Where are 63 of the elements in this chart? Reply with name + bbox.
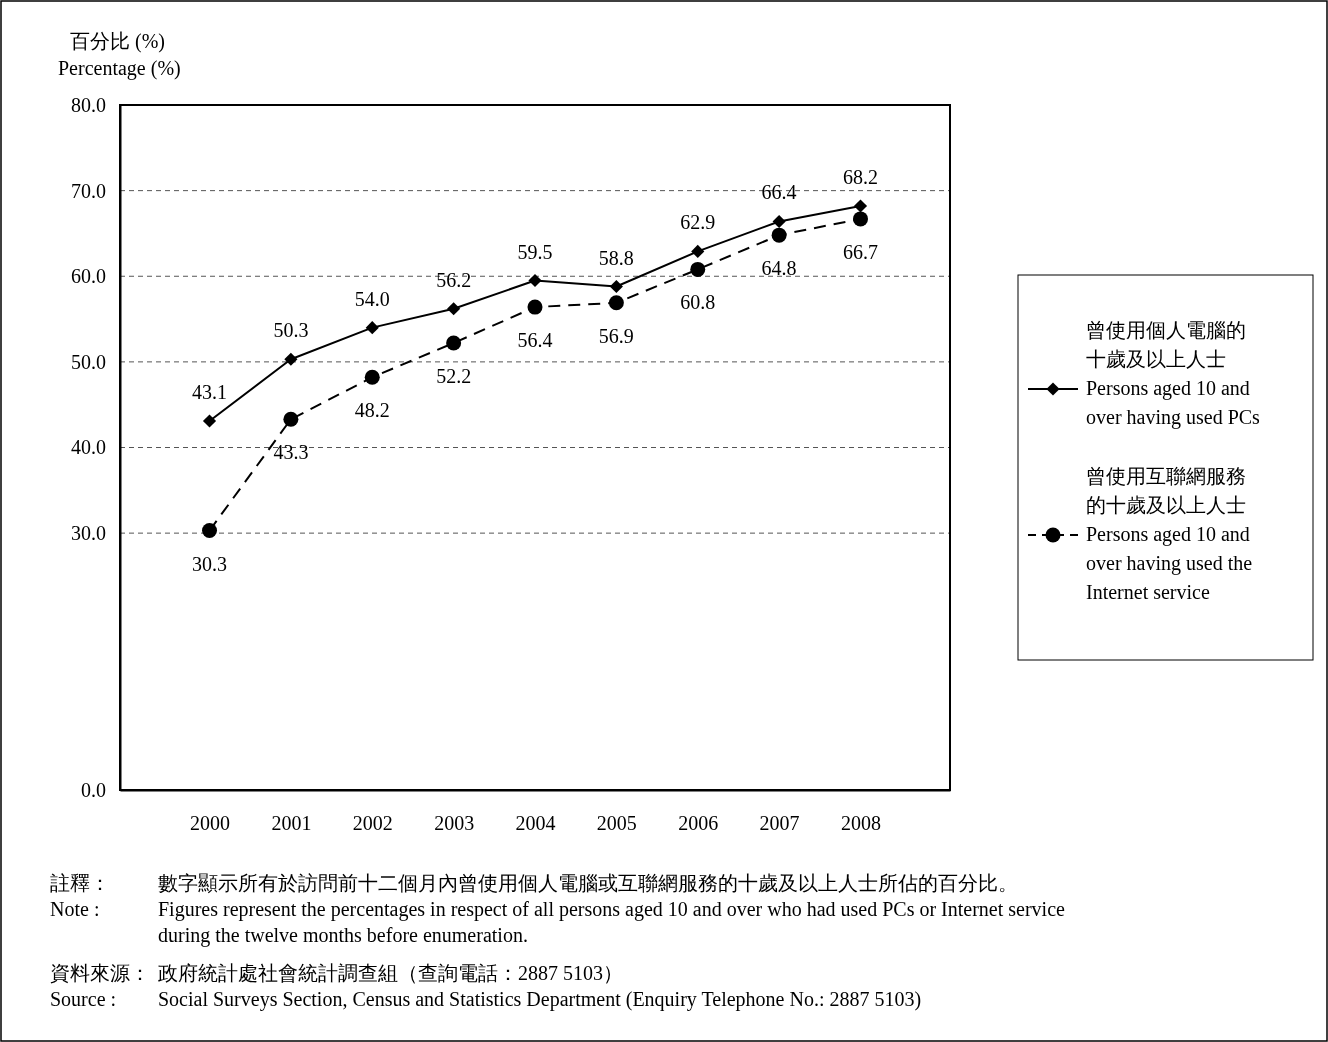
x-tick-label: 2001: [271, 812, 312, 835]
data-label: 30.3: [192, 552, 228, 575]
point: [772, 214, 786, 229]
data-label: 43.1: [192, 380, 228, 403]
y-tick-label: 30.0: [71, 522, 106, 545]
data-label: 62.9: [680, 211, 716, 234]
data-label: 52.2: [436, 365, 472, 388]
text: 政府統計處社會統計調查組（查詢電話：2887 5103）: [158, 962, 623, 984]
point: [852, 211, 868, 227]
x-tick-label: 2006: [678, 812, 719, 835]
x-tick-label: 2005: [596, 812, 637, 835]
x-tick-label: 2002: [352, 812, 393, 835]
point: [691, 244, 705, 258]
y-axis-title: 百分比 (%) Percentage (%): [58, 30, 181, 80]
data-label: 56.9: [598, 324, 634, 347]
point: [447, 302, 461, 316]
x-tick-label: 2007: [759, 812, 800, 835]
data-label: 66.4: [761, 181, 797, 204]
data-label: 43.3: [273, 441, 309, 464]
source-note: 資料來源：: [50, 962, 150, 984]
data-label: 59.5: [517, 240, 553, 263]
point: [528, 273, 542, 288]
data-label: 48.2: [354, 399, 390, 422]
x-tick-label: 2008: [840, 812, 881, 835]
point: [283, 411, 299, 427]
data-label: 68.2: [842, 166, 878, 189]
data-label: 58.8: [598, 246, 634, 269]
data-label: 66.7: [842, 240, 878, 263]
text: 曾使用個人電腦的十歲及以上人士 Persons aged 10 and over having used PCs: [1086, 319, 1261, 429]
data-label: 54.0: [354, 287, 390, 310]
point: [446, 335, 462, 351]
text: Note :: [50, 898, 100, 920]
data-label: 56.2: [436, 268, 472, 291]
y-tick-label: 50.0: [71, 350, 106, 373]
x-tick-label: 2004: [515, 812, 556, 835]
point: [202, 523, 218, 539]
point: [284, 352, 298, 366]
point: [853, 199, 868, 213]
point: [202, 414, 217, 428]
point: [690, 261, 706, 277]
data-label: 50.3: [273, 319, 309, 342]
x-tick-label: 2000: [190, 812, 231, 835]
y-tick-label: 70.0: [71, 179, 106, 202]
text: Social Surveys Section, Census and Statistics Department (Enquiry Telephone No.: 2887 5103): [158, 988, 922, 1011]
point: [771, 227, 787, 243]
text: 註釋：: [50, 872, 110, 894]
point: [609, 279, 623, 294]
y-tick-label: 80.0: [71, 93, 106, 116]
x-tick-label: 2003: [434, 812, 475, 835]
text: 數字顯示所有於訪問前十二個月內曾使用個人電腦或互聯網服務的十歲及以上人士所佔的百分比。: [158, 872, 1018, 894]
point: [364, 369, 380, 385]
legend-label: 曾使用互聯網服務的十歲及以上人士 Persons aged 10 and over having used the Internet service: [1086, 465, 1253, 603]
data-label: 60.8: [680, 291, 716, 314]
y-tick-label: 0.0: [81, 778, 106, 801]
point: [527, 299, 543, 315]
y-tick-label: 60.0: [71, 265, 106, 288]
source-note: Source :: [50, 988, 117, 1010]
y-tick-label: 40.0: [71, 436, 106, 459]
data-label: 64.8: [761, 257, 797, 280]
point: [608, 295, 624, 311]
text: Figures represent the percentages in respect of all persons aged 10 and over who had used PCs or Internet service during the twelve months before enumeration.: [158, 898, 1066, 947]
data-label: 56.4: [517, 329, 553, 352]
point: [365, 321, 379, 335]
